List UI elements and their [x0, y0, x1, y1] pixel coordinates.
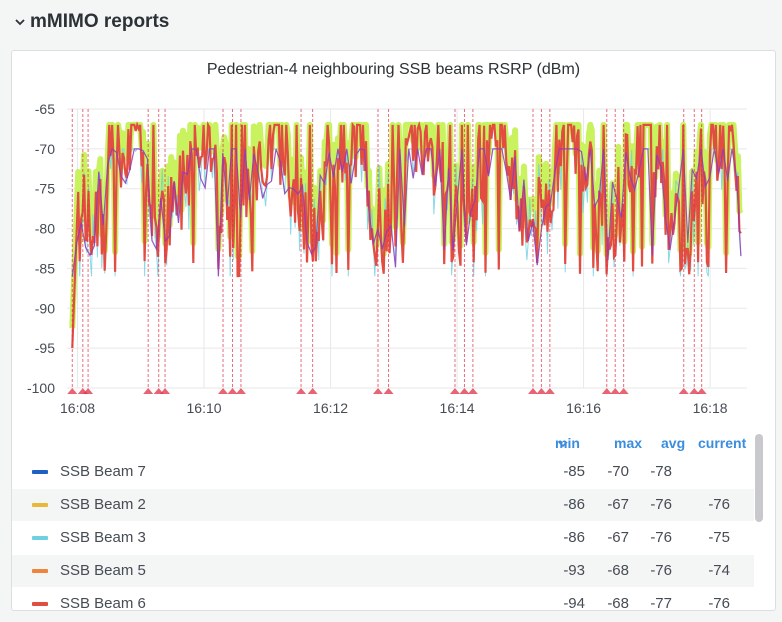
- annotation-marker: [383, 388, 394, 394]
- legend-swatch[interactable]: [32, 536, 48, 540]
- legend-series-name[interactable]: SSB Beam 7: [60, 463, 146, 480]
- x-tick-label: 16:18: [693, 400, 728, 416]
- annotation-marker: [689, 388, 700, 394]
- legend-swatch[interactable]: [32, 602, 48, 606]
- y-tick-label: -80: [35, 221, 55, 237]
- legend-value-avg: -76: [650, 496, 672, 513]
- panel-title[interactable]: Pedestrian-4 neighbouring SSB beams RSRP…: [206, 61, 581, 78]
- legend-value-max: -67: [607, 496, 629, 513]
- legend-value-max: -68: [607, 595, 629, 610]
- legend-series-name[interactable]: SSB Beam 3: [60, 529, 146, 546]
- annotation-marker: [618, 388, 629, 394]
- annotation-marker: [527, 388, 538, 394]
- legend-value-max: -68: [607, 562, 629, 579]
- legend-series-name[interactable]: SSB Beam 6: [60, 595, 146, 610]
- legend-value-current: -75: [708, 529, 730, 546]
- y-tick-label: -90: [35, 300, 55, 316]
- row-title[interactable]: mMIMO reports: [30, 11, 170, 32]
- series-line-beam-main: [71, 121, 742, 349]
- legend-list: SSB Beam 7 -85 -70 -78 SSB Beam 2 -86 -67 -76 -7…: [12, 456, 754, 610]
- annotation-marker: [696, 388, 707, 394]
- x-tick-label: 16:08: [60, 400, 95, 416]
- graph-panel: Pedestrian-4 neighbouring SSB beams RSRP…: [11, 50, 776, 611]
- legend-value-current: -74: [708, 562, 730, 579]
- annotation-marker: [235, 388, 246, 394]
- annotation-marker: [218, 388, 229, 394]
- chevron-down-icon[interactable]: [13, 15, 27, 29]
- x-tick-label: 16:16: [566, 400, 601, 416]
- y-tick-label: -70: [35, 141, 55, 157]
- legend-row[interactable]: SSB Beam 6 -94 -68 -77 -76: [12, 588, 754, 610]
- legend-header-min[interactable]: min: [555, 435, 580, 451]
- series-line-beam-secondary: [71, 147, 742, 277]
- annotation-marker: [227, 388, 238, 394]
- legend-value-min: -86: [563, 529, 585, 546]
- annotation-marker: [153, 388, 164, 394]
- y-tick-label: -65: [35, 101, 55, 117]
- legend-swatch[interactable]: [32, 470, 48, 474]
- legend-header: min max avg current: [12, 435, 752, 455]
- x-tick-label: 16:14: [440, 400, 475, 416]
- legend-header-avg[interactable]: avg: [661, 435, 686, 451]
- legend-series-name[interactable]: SSB Beam 2: [60, 496, 146, 513]
- annotation-marker: [449, 388, 460, 394]
- annotation-marker: [296, 388, 307, 394]
- series-line-highlight: [69, 121, 744, 329]
- chevron-down-icon[interactable]: [558, 440, 568, 448]
- annotation-marker: [83, 388, 94, 394]
- y-tick-label: -100: [27, 380, 55, 396]
- legend-row[interactable]: SSB Beam 3 -86 -67 -76 -75: [12, 522, 754, 554]
- annotation-marker: [678, 388, 689, 394]
- annotation-marker: [160, 388, 171, 394]
- legend-value-avg: -76: [650, 562, 672, 579]
- legend-row[interactable]: SSB Beam 7 -85 -70 -78: [12, 456, 754, 488]
- y-tick-label: -75: [35, 181, 55, 197]
- annotation-marker: [467, 388, 478, 394]
- legend-value-min: -86: [563, 496, 585, 513]
- legend-value-min: -94: [563, 595, 585, 610]
- legend-scrollbar[interactable]: [755, 434, 763, 522]
- legend-value-min: -85: [563, 463, 585, 480]
- annotation-marker: [143, 388, 154, 394]
- legend-value-min: -93: [563, 562, 585, 579]
- annotation-marker: [373, 388, 384, 394]
- annotation-marker: [307, 388, 318, 394]
- y-tick-label: -85: [35, 260, 55, 276]
- annotation-marker: [536, 388, 547, 394]
- legend-value-current: -76: [708, 595, 730, 610]
- legend-header-max[interactable]: max: [614, 435, 643, 451]
- legend-row[interactable]: SSB Beam 5 -93 -68 -76 -74: [12, 555, 754, 587]
- legend-header-current[interactable]: current: [698, 435, 747, 451]
- legend-swatch[interactable]: [32, 503, 48, 507]
- annotation-marker: [544, 388, 555, 394]
- x-tick-label: 16:10: [187, 400, 222, 416]
- legend-value-avg: -77: [650, 595, 672, 610]
- x-tick-label: 16:12: [313, 400, 348, 416]
- legend-sort-min[interactable]: min: [555, 435, 580, 451]
- row-header[interactable]: mMIMO reports: [0, 0, 782, 44]
- annotation-marker: [601, 388, 612, 394]
- legend-value-current: -76: [708, 496, 730, 513]
- legend-value-avg: -76: [650, 529, 672, 546]
- legend-value-avg: -78: [650, 463, 672, 480]
- legend-series-name[interactable]: SSB Beam 5: [60, 562, 146, 579]
- y-tick-label: -95: [35, 340, 55, 356]
- annotation-marker: [459, 388, 470, 394]
- legend-swatch[interactable]: [32, 569, 48, 573]
- legend-value-max: -67: [607, 529, 629, 546]
- legend-row[interactable]: SSB Beam 2 -86 -67 -76 -76: [12, 489, 754, 521]
- rsrp-chart[interactable]: -65 -70 -75 -80 -85 -90 -95 -100 16:08 16:10 16:12…: [12, 91, 775, 481]
- annotation-marker: [67, 388, 78, 394]
- annotation-marker: [610, 388, 621, 394]
- legend-value-max: -70: [607, 463, 629, 480]
